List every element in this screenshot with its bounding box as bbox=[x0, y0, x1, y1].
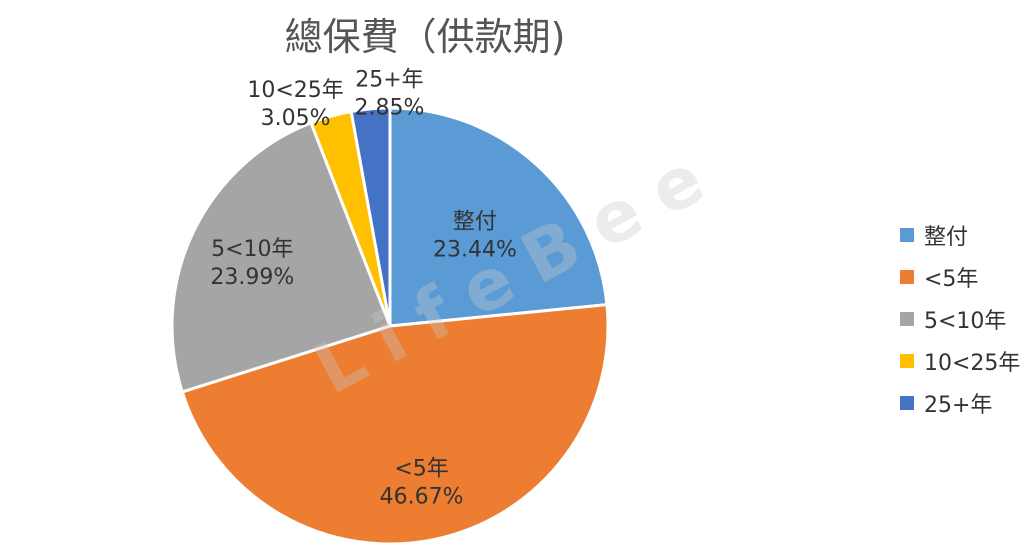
pie-slice bbox=[180, 303, 610, 546]
pie-slice bbox=[170, 120, 392, 394]
slice-value-label: 2.85% bbox=[355, 96, 425, 121]
legend-swatch bbox=[900, 354, 914, 368]
legend-label: 10<25年 bbox=[924, 351, 1021, 376]
slice-value-label: 23.44% bbox=[433, 237, 517, 262]
slice-category-label: 整付 bbox=[453, 209, 497, 234]
legend-label: <5年 bbox=[924, 267, 979, 292]
data-labels: 整付 23.44% <5年 46.67% 5<10年 23.99% 10<25年 3.05% 2… bbox=[210, 68, 516, 510]
pie-slices bbox=[170, 106, 610, 546]
legend-swatch bbox=[900, 228, 914, 242]
legend-item: 5<10年 bbox=[900, 298, 1020, 340]
slice-category-label: <5年 bbox=[394, 457, 448, 482]
slice-value-label: 23.99% bbox=[210, 265, 294, 290]
legend-swatch bbox=[900, 312, 914, 326]
legend-label: 5<10年 bbox=[924, 309, 1007, 334]
slice-category-label: 5<10年 bbox=[211, 237, 293, 262]
slice-value-label: 3.05% bbox=[261, 106, 331, 131]
legend-item: <5年 bbox=[900, 256, 1020, 298]
legend: 整付 <5年 5<10年 10<25年 25+年 bbox=[900, 214, 1020, 424]
legend-label: 整付 bbox=[924, 225, 969, 250]
pie-slice bbox=[349, 106, 392, 327]
slice-category-label: 25+年 bbox=[355, 68, 423, 93]
slice-value-label: 46.67% bbox=[380, 485, 464, 510]
legend-swatch bbox=[900, 396, 914, 410]
slice-category-label: 10<25年 bbox=[247, 78, 343, 103]
legend-swatch bbox=[900, 270, 914, 284]
chart-title: 總保費（供款期) bbox=[284, 15, 566, 59]
legend-item: 整付 bbox=[900, 214, 1020, 256]
legend-item: 25+年 bbox=[900, 382, 1020, 424]
legend-label: 25+年 bbox=[924, 393, 993, 418]
legend-item: 10<25年 bbox=[900, 340, 1020, 382]
pie-slice bbox=[388, 106, 609, 328]
